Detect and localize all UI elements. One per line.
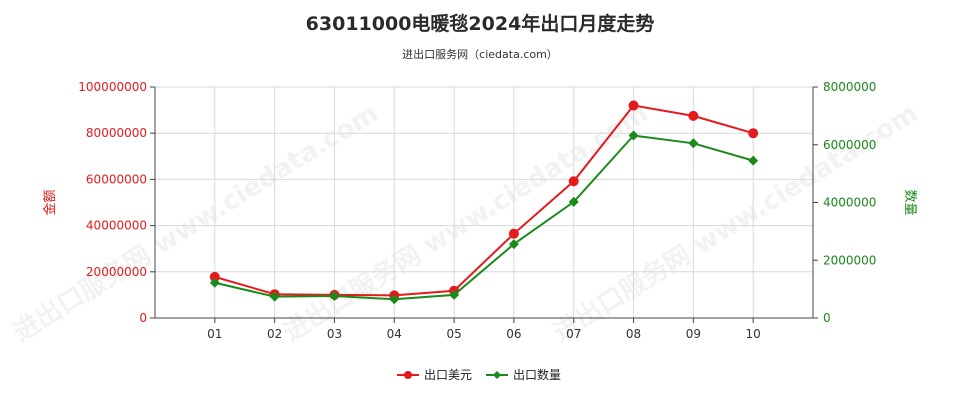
legend-label: 出口数量 bbox=[513, 367, 561, 382]
series-line-1 bbox=[214, 104, 754, 297]
series-2-point bbox=[688, 138, 699, 149]
series-2-point bbox=[508, 239, 519, 250]
legend[interactable]: 出口美元 出口数量 bbox=[397, 367, 561, 382]
right-axis-tick-label: 2000000 bbox=[823, 253, 876, 267]
series-layer bbox=[209, 100, 759, 305]
series-1-point bbox=[628, 100, 639, 111]
left-axis-tick-label: 80000000 bbox=[86, 126, 147, 140]
left-axis-tick-label: 0 bbox=[139, 311, 147, 325]
right-axis-title: 数量 bbox=[902, 189, 917, 215]
series-2-point bbox=[329, 291, 340, 302]
series-2-point bbox=[748, 155, 759, 166]
right-axis-tick-label: 6000000 bbox=[823, 138, 876, 152]
legend-item-2[interactable]: 出口数量 bbox=[486, 367, 561, 382]
series-1-point bbox=[748, 128, 759, 139]
series-2-point bbox=[209, 277, 220, 288]
right-axis-tick-label: 4000000 bbox=[823, 196, 876, 210]
x-axis-tick-label: 07 bbox=[566, 327, 581, 341]
axes: 0200000004000000060000000800000001000000… bbox=[42, 80, 917, 341]
left-axis-tick-label: 40000000 bbox=[86, 219, 147, 233]
series-2-point bbox=[628, 130, 639, 141]
x-axis-tick-label: 03 bbox=[327, 327, 342, 341]
series-1-point bbox=[688, 110, 699, 121]
series-1-point bbox=[568, 176, 579, 187]
right-axis-tick-label: 8000000 bbox=[823, 80, 876, 94]
series-line-2 bbox=[214, 134, 754, 301]
x-axis-tick-label: 09 bbox=[686, 327, 701, 341]
x-axis-tick-label: 04 bbox=[387, 327, 402, 341]
legend-swatch-marker bbox=[404, 371, 412, 379]
legend-item-1[interactable]: 出口美元 bbox=[397, 368, 472, 382]
x-axis-tick-label: 01 bbox=[207, 327, 222, 341]
x-axis-tick-label: 08 bbox=[626, 327, 641, 341]
series-2-point bbox=[568, 196, 579, 207]
series-1-point bbox=[508, 228, 519, 239]
left-axis-tick-label: 60000000 bbox=[86, 172, 147, 186]
x-axis-tick-label: 05 bbox=[446, 327, 461, 341]
x-axis-tick-label: 02 bbox=[267, 327, 282, 341]
series-2-point bbox=[449, 289, 460, 300]
chart-title: 63011000电暖毯2024年出口月度走势 bbox=[306, 12, 655, 35]
series-2-point bbox=[269, 291, 280, 302]
x-axis-tick-label: 10 bbox=[746, 327, 761, 341]
legend-label: 出口美元 bbox=[424, 368, 472, 382]
chart-subtitle: 进出口服务网（ciedata.com） bbox=[402, 47, 558, 61]
left-axis-tick-label: 20000000 bbox=[86, 265, 147, 279]
series-1-point bbox=[209, 271, 220, 282]
x-axis-tick-label: 06 bbox=[506, 327, 521, 341]
left-axis-tick-label: 100000000 bbox=[78, 80, 147, 94]
left-axis-title: 金额 bbox=[42, 189, 58, 215]
legend-swatch-marker bbox=[493, 371, 501, 379]
right-axis-tick-label: 0 bbox=[823, 311, 831, 325]
series-2-point bbox=[389, 294, 400, 305]
